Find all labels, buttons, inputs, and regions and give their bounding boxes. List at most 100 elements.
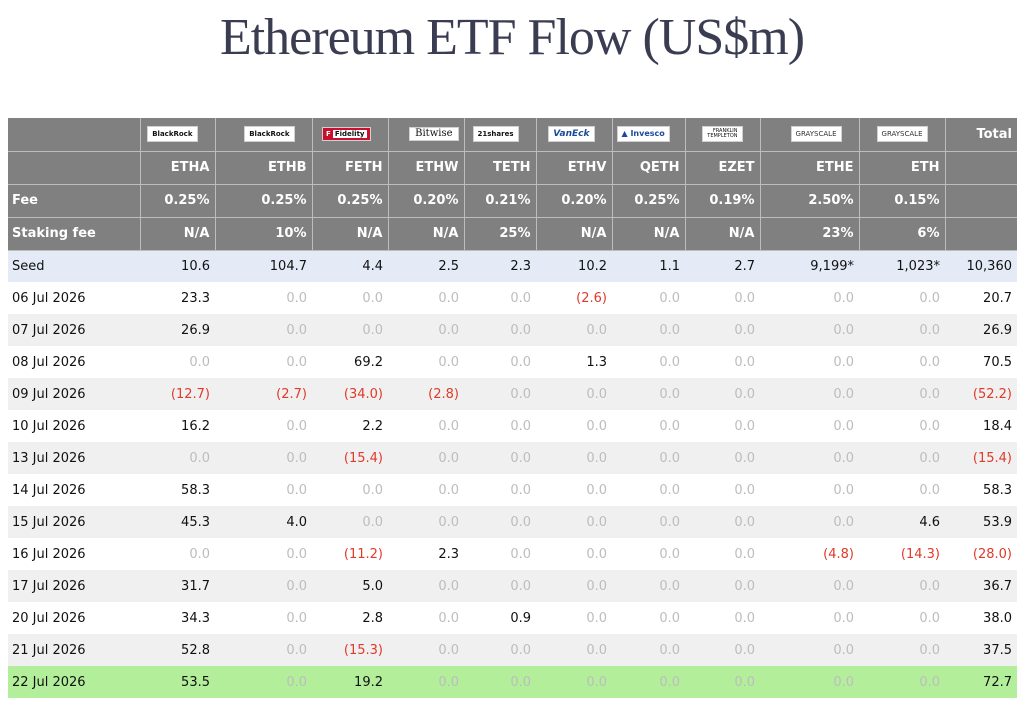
flow-value: 0.0 xyxy=(685,666,760,698)
staking-fee-value: 23% xyxy=(760,217,860,251)
staking-fee-total-blank xyxy=(945,217,1017,251)
fee-total-blank xyxy=(945,184,1017,218)
flow-value: 0.0 xyxy=(215,282,312,314)
flow-value: 0.0 xyxy=(685,410,760,442)
flow-value: 0.0 xyxy=(760,282,859,314)
flow-value: 0.0 xyxy=(612,570,685,602)
flow-row: 15 Jul 2026 45.3 4.0 0.0 0.0 0.0 0.0 0.0 0.0 0.0 4… xyxy=(8,506,1017,538)
seed-total: 10,360 xyxy=(945,250,1017,282)
flow-value: 0.0 xyxy=(612,314,685,346)
flow-value: 0.0 xyxy=(312,506,388,538)
flow-value: 0.0 xyxy=(859,410,945,442)
flow-value: 0.0 xyxy=(312,314,388,346)
flow-value: 0.0 xyxy=(859,474,945,506)
flow-row: 10 Jul 2026 16.2 0.0 2.2 0.0 0.0 0.0 0.0 0.0 0.0 0… xyxy=(8,410,1017,442)
ticker-header: FETH xyxy=(312,151,389,185)
flow-value: 0.0 xyxy=(612,410,685,442)
flow-date: 17 Jul 2026 xyxy=(8,570,140,602)
flow-value: 0.0 xyxy=(140,538,215,570)
flow-value: 4.6 xyxy=(859,506,945,538)
corner-cell xyxy=(8,118,141,152)
flow-total: 72.7 xyxy=(945,666,1017,698)
flow-value: 0.0 xyxy=(760,314,859,346)
flow-value: 0.0 xyxy=(388,442,464,474)
invesco-logo: ▲ Invesco xyxy=(616,126,670,143)
flow-value: 0.0 xyxy=(760,570,859,602)
flow-value: 0.0 xyxy=(388,410,464,442)
flow-value: 16.2 xyxy=(140,410,215,442)
flow-value: 0.0 xyxy=(464,538,536,570)
seed-label: Seed xyxy=(8,250,140,282)
flow-value: (11.2) xyxy=(312,538,388,570)
flow-row: 08 Jul 2026 0.0 0.0 69.2 0.0 0.0 1.3 0.0 0.0 0.0 0… xyxy=(8,346,1017,378)
flow-value: 0.0 xyxy=(760,346,859,378)
flow-value: 0.0 xyxy=(536,506,612,538)
flow-value: 0.0 xyxy=(612,666,685,698)
flow-total: (28.0) xyxy=(945,538,1017,570)
fee-label: Fee xyxy=(8,184,141,218)
flow-date: 10 Jul 2026 xyxy=(8,410,140,442)
flow-total: 20.7 xyxy=(945,282,1017,314)
flow-total: 70.5 xyxy=(945,346,1017,378)
logo-cell-ethe: GRAYSCALE xyxy=(760,118,860,152)
flow-date: 13 Jul 2026 xyxy=(8,442,140,474)
flow-total: 36.7 xyxy=(945,570,1017,602)
flow-date: 21 Jul 2026 xyxy=(8,634,140,666)
staking-fee-label: Staking fee xyxy=(8,217,141,251)
flow-value: 0.0 xyxy=(536,314,612,346)
grayscale-logo: GRAYSCALE xyxy=(790,126,842,143)
logo-cell-teth: 21shares xyxy=(464,118,537,152)
seed-row: Seed 10.6 104.7 4.4 2.5 2.3 10.2 1.1 2.7… xyxy=(8,250,1017,282)
seed-value: 10.6 xyxy=(140,250,215,282)
flow-value: 19.2 xyxy=(312,666,388,698)
flow-value: 0.0 xyxy=(685,634,760,666)
logo-cell-qeth: ▲ Invesco xyxy=(612,118,686,152)
flow-value: 0.0 xyxy=(760,634,859,666)
blackrock-logo: BlackRock xyxy=(147,126,198,143)
fee-value: 0.25% xyxy=(215,184,313,218)
flow-value: 0.0 xyxy=(464,378,536,410)
flow-value: 4.0 xyxy=(215,506,312,538)
seed-value: 9,199* xyxy=(760,250,859,282)
flow-value: 0.0 xyxy=(536,538,612,570)
flow-value: 0.0 xyxy=(859,602,945,634)
staking-fee-row: Staking fee N/A 10% N/A N/A 25% N/A N/A … xyxy=(8,217,1017,251)
flow-row: 17 Jul 2026 31.7 0.0 5.0 0.0 0.0 0.0 0.0 0.0 0.0 0… xyxy=(8,570,1017,602)
flow-value: 0.0 xyxy=(760,378,859,410)
flow-value: 0.0 xyxy=(388,666,464,698)
logo-cell-eth: GRAYSCALE xyxy=(859,118,946,152)
flow-row: 16 Jul 2026 0.0 0.0 (11.2) 2.3 0.0 0.0 0.0 0.0 (4… xyxy=(8,538,1017,570)
flow-value: 0.0 xyxy=(612,282,685,314)
flow-value: 0.0 xyxy=(760,506,859,538)
logo-cell-etha: BlackRock xyxy=(140,118,216,152)
flow-value: 0.0 xyxy=(388,506,464,538)
fee-value: 0.25% xyxy=(140,184,216,218)
flow-value: 0.0 xyxy=(215,602,312,634)
ticker-header: TETH xyxy=(464,151,537,185)
logo-cell-ethb: BlackRock xyxy=(215,118,313,152)
flow-value: 0.0 xyxy=(388,474,464,506)
flow-total: (15.4) xyxy=(945,442,1017,474)
staking-fee-value: N/A xyxy=(312,217,389,251)
fee-value: 2.50% xyxy=(760,184,860,218)
flow-value: 1.3 xyxy=(536,346,612,378)
ticker-header: ETHB xyxy=(215,151,313,185)
flow-value: 0.0 xyxy=(215,570,312,602)
flow-value: 0.0 xyxy=(140,346,215,378)
flow-total: 53.9 xyxy=(945,506,1017,538)
page-title: Ethereum ETF Flow (US$m) xyxy=(219,9,805,66)
staking-fee-value: N/A xyxy=(536,217,613,251)
logo-cell-ethv: VanEck xyxy=(536,118,613,152)
fidelity-mark: F xyxy=(326,130,331,139)
flow-row: 06 Jul 2026 23.3 0.0 0.0 0.0 0.0 (2.6) 0.0 0.0 0.… xyxy=(8,282,1017,314)
flow-value: 0.0 xyxy=(388,634,464,666)
flow-date: 20 Jul 2026 xyxy=(8,602,140,634)
flow-value: 0.0 xyxy=(859,666,945,698)
flow-value: 0.0 xyxy=(760,474,859,506)
flow-value: (34.0) xyxy=(312,378,388,410)
flow-value: 0.0 xyxy=(140,442,215,474)
staking-fee-value: N/A xyxy=(612,217,686,251)
flow-value: 0.0 xyxy=(859,570,945,602)
flow-value: 0.0 xyxy=(215,314,312,346)
flow-value: 0.0 xyxy=(612,442,685,474)
